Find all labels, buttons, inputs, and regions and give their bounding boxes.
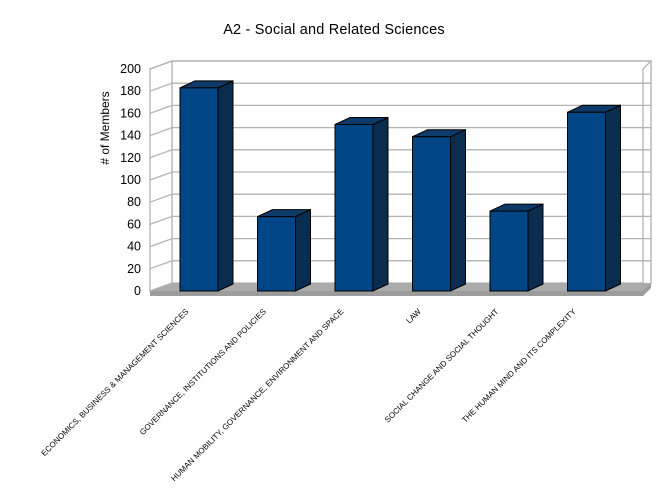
bars-group [179, 80, 621, 292]
bar [257, 208, 311, 292]
bar [334, 116, 389, 292]
bar-side-face [217, 80, 234, 292]
bar [412, 128, 466, 292]
bar [489, 203, 544, 292]
y-tick-labels: 0 20 40 60 80 100 120 140 160 180 200 [120, 62, 141, 298]
bar-side-face [295, 208, 311, 292]
x-category-label: LAW [404, 307, 423, 326]
y-tick-label: 60 [127, 217, 141, 231]
bar-front-face [257, 216, 296, 292]
gridline [149, 149, 651, 159]
gridline [149, 82, 651, 92]
y-tick-label: 20 [127, 262, 141, 276]
bar-front-face [567, 111, 606, 292]
y-tick-label: 180 [120, 84, 141, 98]
floor-front [150, 291, 643, 296]
right-wall [642, 59, 652, 293]
y-tick-label: 80 [127, 195, 141, 209]
bar [179, 80, 234, 292]
bar-side-face [605, 104, 621, 292]
x-category-label: GOVERNANCE, INSTITUTIONS AND POLICIES [138, 307, 268, 437]
gridline [149, 193, 651, 203]
y-tick-label: 140 [120, 129, 141, 143]
gridline [149, 60, 651, 70]
y-tick-label: 0 [134, 284, 141, 298]
y-tick-label: 40 [127, 240, 141, 254]
bar-side-face [450, 128, 466, 292]
floor-side [643, 283, 651, 296]
y-tick-label: 160 [120, 106, 141, 120]
bar [567, 104, 621, 292]
bar-side-face [527, 203, 544, 292]
x-category-label: ECONOMICS, BUSINESS & MANAGEMENT SCIENCE… [40, 307, 191, 458]
bar-front-face [489, 210, 529, 292]
gridline [149, 171, 651, 181]
gridline [149, 104, 651, 115]
x-category-label: HUMAN MOBILITY, GOVERNANCE, ENVIRONMENT … [169, 307, 345, 483]
y-tick-label: 100 [120, 173, 141, 187]
bar-side-face [372, 116, 389, 292]
bar-front-face [412, 136, 451, 292]
x-category-labels: ECONOMICS, BUSINESS & MANAGEMENT SCIENCE… [40, 307, 579, 484]
y-tick-label: 200 [120, 62, 141, 76]
gridline [149, 126, 651, 137]
y-axis-title: # of Members [98, 91, 112, 164]
chart-title: A2 - Social and Related Sciences [223, 22, 445, 38]
y-tick-label: 120 [120, 151, 141, 165]
bar-front-face [334, 124, 374, 292]
bar-front-face [179, 87, 219, 292]
